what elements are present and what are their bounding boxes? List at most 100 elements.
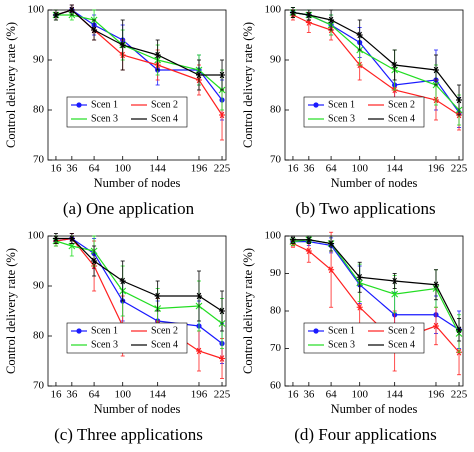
marker-stroke — [53, 11, 59, 19]
series-line — [55, 240, 223, 324]
marker — [52, 235, 59, 242]
marker-stroke — [456, 96, 462, 104]
legend-label: Scen 3 — [91, 339, 118, 350]
x-tick-label: 144 — [386, 389, 403, 401]
marker — [356, 273, 363, 281]
marker — [52, 11, 59, 19]
marker — [219, 71, 226, 79]
marker-stroke — [433, 66, 439, 74]
marker — [219, 307, 226, 315]
x-tick-label: 144 — [149, 389, 166, 401]
y-axis-label: Control delivery rate (%) — [241, 248, 255, 374]
marker — [91, 26, 98, 34]
x-tick-label: 64 — [326, 389, 338, 401]
y-tick-label: 80 — [33, 104, 45, 116]
y-tick-label: 90 — [270, 267, 282, 279]
legend-label: Scen 3 — [328, 339, 355, 350]
legend-marker — [76, 102, 82, 108]
x-tick-label: 16 — [287, 389, 299, 401]
legend-label: Scen 1 — [328, 99, 355, 110]
marker-stroke — [391, 290, 399, 298]
y-tick-label: 70 — [33, 154, 45, 166]
x-tick-label: 225 — [214, 389, 231, 401]
legend-label: Scen 4 — [388, 113, 415, 124]
marker — [154, 292, 161, 300]
marker — [219, 111, 226, 119]
caption: (d) Four applications — [294, 425, 437, 444]
y-tick-label: 80 — [33, 330, 45, 342]
marker-stroke — [196, 292, 202, 300]
legend-label: Scen 3 — [328, 113, 355, 124]
x-tick-label: 196 — [428, 163, 445, 175]
marker-stroke — [155, 51, 160, 59]
legend-label: Scen 2 — [151, 325, 178, 336]
x-tick-label: 225 — [214, 163, 231, 175]
marker — [289, 236, 296, 244]
x-tick-label: 16 — [50, 163, 62, 175]
x-tick-label: 36 — [66, 389, 78, 401]
legend-label: Scen 4 — [151, 113, 178, 124]
x-tick-label: 196 — [191, 389, 208, 401]
x-tick-label: 16 — [50, 389, 62, 401]
marker — [119, 277, 126, 285]
marker — [289, 9, 296, 16]
y-axis-label: Control delivery rate (%) — [4, 248, 18, 374]
plot-frame — [284, 9, 464, 161]
marker — [305, 19, 312, 26]
legend-label: Scen 2 — [151, 99, 178, 110]
x-tick-label: 196 — [428, 389, 445, 401]
marker-stroke — [219, 355, 225, 362]
marker-stroke — [306, 11, 312, 19]
x-axis-label: Number of nodes — [94, 402, 181, 416]
marker — [432, 322, 439, 330]
marker — [356, 31, 363, 39]
marker — [456, 96, 463, 104]
marker-stroke — [290, 236, 296, 244]
marker-stroke — [357, 273, 362, 281]
x-tick-label: 36 — [303, 163, 315, 175]
legend-box — [66, 96, 188, 128]
marker — [456, 326, 463, 334]
x-tick-label: 196 — [191, 163, 208, 175]
y-tick-label: 100 — [265, 230, 282, 242]
x-tick-label: 144 — [149, 163, 166, 175]
x-tick-label: 225 — [451, 389, 468, 401]
marker — [305, 11, 312, 19]
y-tick-label: 90 — [33, 280, 45, 292]
marker-stroke — [290, 9, 296, 16]
marker — [195, 292, 202, 300]
y-tick-label: 80 — [270, 305, 282, 317]
y-tick-label: 70 — [270, 154, 282, 166]
x-tick-label: 64 — [89, 163, 101, 175]
plot-frame — [47, 9, 227, 161]
marker-stroke — [196, 347, 202, 355]
x-tick-label: 144 — [386, 163, 403, 175]
marker-stroke — [196, 71, 202, 79]
marker — [91, 257, 98, 265]
marker-stroke — [219, 111, 225, 119]
marker-stroke — [357, 31, 362, 39]
caption: (c) Three applications — [54, 425, 203, 444]
marker-stroke — [69, 6, 75, 14]
x-tick-label: 64 — [326, 163, 338, 175]
marker-stroke — [433, 322, 439, 330]
marker — [328, 266, 335, 274]
marker — [391, 277, 398, 285]
x-axis-label: Number of nodes — [331, 402, 418, 416]
marker — [432, 66, 439, 74]
marker — [432, 281, 439, 289]
y-axis-label: Control delivery rate (%) — [4, 22, 18, 148]
plot-frame — [47, 235, 227, 387]
legend-label: Scen 3 — [91, 113, 118, 124]
x-axis-label: Number of nodes — [94, 176, 181, 190]
x-tick-label: 36 — [66, 163, 78, 175]
marker-stroke — [328, 266, 334, 274]
y-tick-label: 60 — [270, 380, 282, 392]
marker-stroke — [155, 292, 160, 300]
x-tick-label: 16 — [287, 163, 299, 175]
y-tick-label: 100 — [265, 4, 282, 16]
legend-label: Scen 2 — [388, 325, 415, 336]
marker-stroke — [219, 307, 225, 315]
